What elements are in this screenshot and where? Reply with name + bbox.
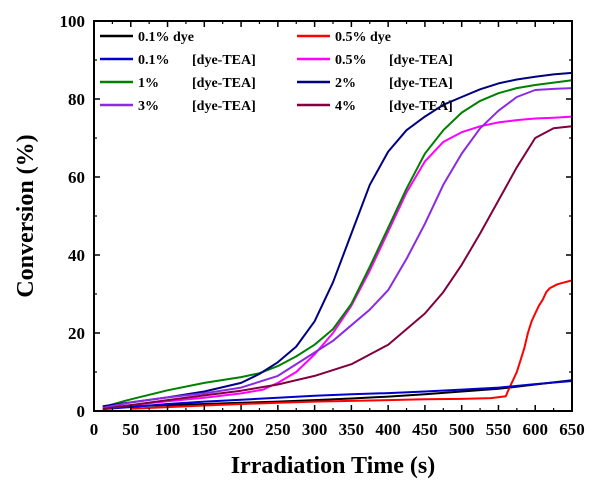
- series-line-2: [102, 380, 573, 411]
- legend-label-4: 1%: [138, 76, 159, 91]
- x-tick-label: 0: [90, 420, 99, 439]
- series-line-4: [102, 79, 573, 409]
- legend-label-6: 3%: [138, 99, 159, 114]
- plot-frame: [93, 20, 573, 412]
- x-tick-label: 250: [265, 420, 291, 439]
- x-tick-label: 650: [559, 420, 585, 439]
- legend-label-3: 0.5%: [335, 53, 367, 68]
- x-tick-label: 300: [302, 420, 328, 439]
- y-tick-label: 40: [68, 246, 85, 265]
- series-line-5: [102, 71, 573, 408]
- y-tick-label: 100: [60, 12, 86, 31]
- legend-desc-5: [dye-TEA]: [389, 76, 453, 91]
- legend-label-5: 2%: [335, 76, 356, 91]
- series-line-6: [102, 87, 573, 409]
- legend-desc-4: [dye-TEA]: [192, 76, 256, 91]
- y-axis-title: Conversion (%): [13, 134, 39, 297]
- x-tick-label: 500: [449, 420, 475, 439]
- legend-desc-3: [dye-TEA]: [389, 53, 453, 68]
- x-tick-label: 150: [192, 420, 218, 439]
- y-tick-label: 20: [68, 324, 85, 343]
- x-tick-label: 600: [522, 420, 548, 439]
- legend: 0.1% dye 0.5% dye 0.1% [dye-TEA] 0.5% [dye-TE…: [100, 30, 453, 114]
- legend-desc-2: [dye-TEA]: [192, 53, 256, 68]
- series-line-0: [102, 379, 573, 409]
- legend-label-1: 0.5% dye: [335, 30, 391, 45]
- y-tick-label: 60: [68, 168, 85, 187]
- series-line-1: [130, 279, 573, 410]
- y-tick-label: 0: [77, 402, 86, 421]
- series-line-3: [102, 115, 573, 411]
- ticks-layer: 0 50 100 150 200 250 300 350 400 450 500 550 600 6500…: [60, 12, 585, 439]
- x-tick-label: 200: [228, 420, 254, 439]
- x-tick-label: 50: [122, 420, 139, 439]
- x-axis-title: Irradiation Time (s): [231, 453, 435, 479]
- legend-label-2: 0.1%: [138, 53, 170, 68]
- x-tick-label: 100: [155, 420, 181, 439]
- series-line-7: [102, 125, 573, 411]
- x-tick-label: 550: [486, 420, 512, 439]
- y-tick-label: 80: [68, 90, 85, 109]
- series-layer: [102, 71, 573, 411]
- legend-label-0: 0.1% dye: [138, 30, 194, 45]
- x-tick-label: 400: [375, 420, 401, 439]
- legend-label-7: 4%: [335, 99, 356, 114]
- legend-desc-7: [dye-TEA]: [389, 99, 453, 114]
- x-tick-label: 450: [412, 420, 438, 439]
- x-tick-label: 350: [339, 420, 365, 439]
- legend-desc-6: [dye-TEA]: [192, 99, 256, 114]
